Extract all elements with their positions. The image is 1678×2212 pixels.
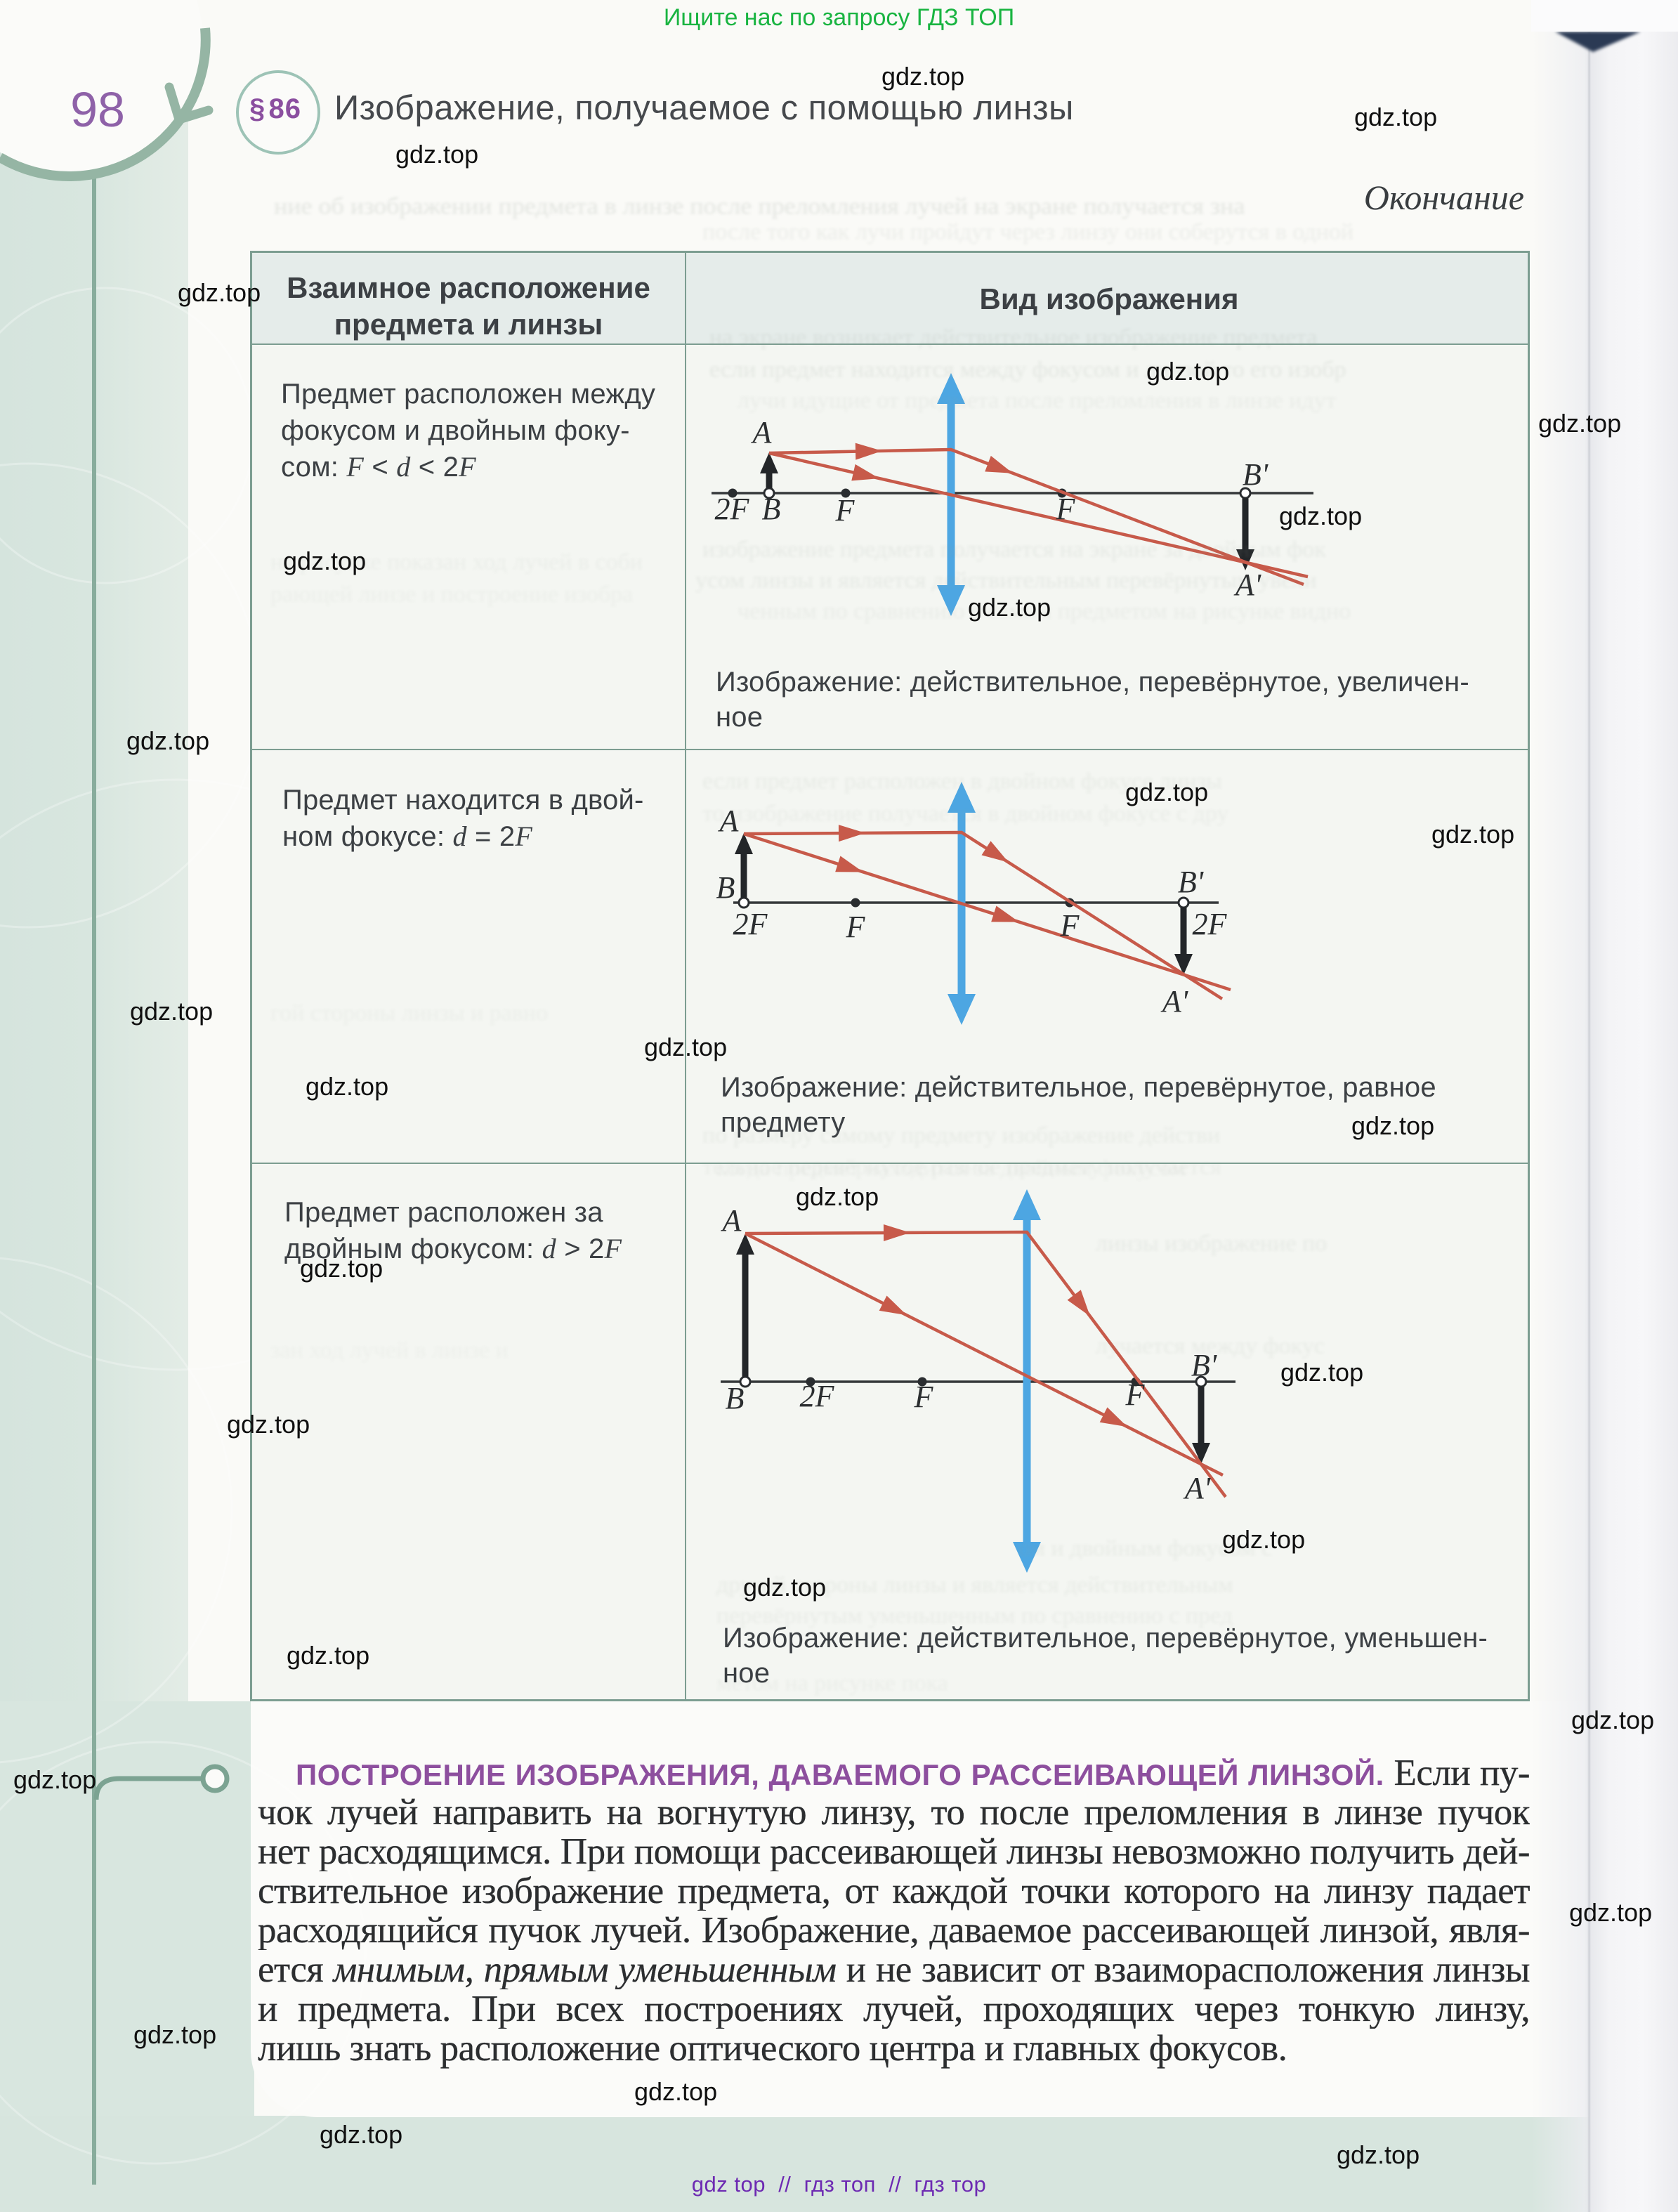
svg-text:B': B' (1191, 1348, 1218, 1382)
svg-text:B: B (762, 492, 781, 526)
svg-text:2F: 2F (715, 492, 750, 526)
svg-text:A': A' (1160, 984, 1189, 1019)
svg-text:B': B' (1243, 457, 1269, 492)
svg-text:2F: 2F (800, 1379, 835, 1413)
svg-text:F: F (1125, 1377, 1146, 1412)
svg-text:B: B (716, 870, 735, 905)
svg-text:A: A (751, 415, 773, 450)
svg-text:B': B' (1178, 865, 1205, 899)
svg-text:A: A (718, 804, 740, 838)
svg-text:A': A' (1183, 1471, 1212, 1505)
svg-text:A: A (721, 1203, 742, 1238)
svg-text:F: F (846, 910, 866, 944)
svg-text:F: F (1060, 908, 1080, 943)
svg-text:2F: 2F (1193, 907, 1228, 941)
svg-text:2F: 2F (733, 907, 768, 941)
svg-text:A': A' (1233, 568, 1262, 602)
svg-text:F: F (914, 1380, 934, 1414)
svg-text:B: B (726, 1381, 745, 1415)
svg-text:F: F (1056, 492, 1076, 526)
svg-text:F: F (835, 493, 856, 528)
